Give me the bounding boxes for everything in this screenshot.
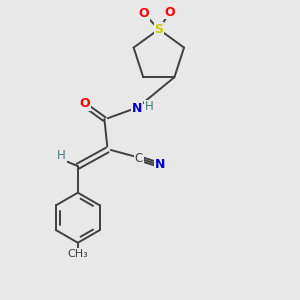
Text: CH₃: CH₃: [68, 249, 88, 259]
Text: H: H: [145, 100, 154, 113]
Text: N: N: [155, 158, 166, 171]
Text: O: O: [165, 6, 175, 19]
Text: N: N: [132, 102, 142, 115]
Text: O: O: [79, 97, 90, 110]
Text: C: C: [135, 152, 143, 165]
Text: S: S: [154, 23, 163, 36]
Text: O: O: [139, 8, 149, 20]
Text: H: H: [57, 149, 66, 162]
